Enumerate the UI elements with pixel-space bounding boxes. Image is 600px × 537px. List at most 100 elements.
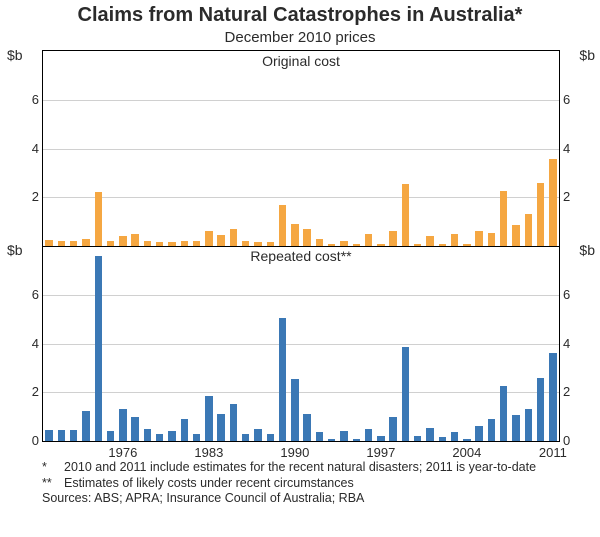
bar-repeated: [193, 434, 200, 441]
panel-title-repeated: Repeated cost**: [43, 248, 559, 264]
y-unit-left: $b: [7, 242, 23, 258]
bar-repeated: [389, 417, 396, 441]
bar-repeated: [303, 414, 310, 441]
bar-original: [500, 191, 507, 246]
bar-repeated: [119, 409, 126, 441]
y-unit-right: $b: [579, 242, 595, 258]
bar-repeated: [365, 429, 372, 441]
bar-repeated: [439, 437, 446, 441]
xtick: 1976: [108, 445, 137, 460]
sources-line: Sources: ABS; APRA; Insurance Council of…: [42, 491, 558, 507]
bar-original: [131, 234, 138, 246]
bar-repeated: [463, 439, 470, 441]
ytick-left: 6: [19, 92, 39, 107]
bar-original: [365, 234, 372, 246]
bar-repeated: [402, 347, 409, 441]
ytick-left: 6: [19, 287, 39, 302]
ytick-left: 2: [19, 189, 39, 204]
footnote-row: **Estimates of likely costs under recent…: [42, 476, 558, 492]
bar-repeated: [217, 414, 224, 441]
bar-repeated: [537, 378, 544, 441]
gridline: [43, 197, 559, 198]
bar-original: [537, 183, 544, 246]
ytick-right: 2: [563, 384, 583, 399]
chart-subtitle: December 2010 prices: [0, 29, 600, 46]
bar-repeated: [488, 419, 495, 441]
bar-repeated: [451, 432, 458, 441]
ytick-right: 4: [563, 141, 583, 156]
bar-original: [525, 214, 532, 246]
bar-repeated: [267, 434, 274, 441]
gridline: [43, 344, 559, 345]
ytick-right: 6: [563, 287, 583, 302]
footnote-marker: *: [42, 460, 64, 476]
y-unit-right: $b: [579, 47, 595, 63]
bar-repeated: [475, 426, 482, 441]
bar-original: [389, 231, 396, 246]
bar-repeated: [242, 434, 249, 441]
chart-title: Claims from Natural Catastrophes in Aust…: [0, 0, 600, 27]
panel-repeated-cost: Repeated cost** 00224466$b$b: [43, 246, 559, 441]
chart-container: Claims from Natural Catastrophes in Aust…: [0, 0, 600, 537]
footnotes: *2010 and 2011 include estimates for the…: [42, 460, 558, 507]
bar-original: [95, 192, 102, 246]
xtick: 1983: [194, 445, 223, 460]
gridline: [43, 392, 559, 393]
xtick: 2011: [539, 445, 567, 460]
y-unit-left: $b: [7, 47, 23, 63]
footnote-text: 2010 and 2011 include estimates for the …: [64, 460, 536, 476]
bar-repeated: [279, 318, 286, 441]
bar-original: [426, 236, 433, 246]
bar-original: [549, 159, 556, 246]
bar-repeated: [131, 417, 138, 441]
bar-repeated: [254, 429, 261, 441]
bar-repeated: [107, 431, 114, 441]
bar-repeated: [426, 428, 433, 441]
footnote-row: *2010 and 2011 include estimates for the…: [42, 460, 558, 476]
ytick-left: 0: [19, 433, 39, 448]
bar-repeated: [316, 432, 323, 441]
bar-repeated: [291, 379, 298, 441]
bar-original: [230, 229, 237, 246]
bar-original: [512, 225, 519, 246]
bar-repeated: [328, 439, 335, 441]
bar-original: [488, 233, 495, 246]
xtick: 2004: [452, 445, 481, 460]
footnote-text: Estimates of likely costs under recent c…: [64, 476, 354, 492]
bar-original: [82, 239, 89, 246]
xtick: 1997: [366, 445, 395, 460]
panel-original-cost: Original cost 224466$b$b: [43, 51, 559, 247]
panel-title-original: Original cost: [43, 53, 559, 69]
bar-original: [316, 239, 323, 246]
bar-repeated: [82, 411, 89, 441]
bar-repeated: [377, 436, 384, 441]
ytick-right: 6: [563, 92, 583, 107]
bar-repeated: [525, 409, 532, 441]
xtick: 1990: [280, 445, 309, 460]
bar-repeated: [230, 404, 237, 441]
bar-original: [475, 231, 482, 246]
ytick-left: 4: [19, 336, 39, 351]
bar-original: [217, 235, 224, 246]
bar-repeated: [549, 353, 556, 441]
bar-original: [291, 224, 298, 246]
bar-repeated: [58, 430, 65, 441]
gridline: [43, 149, 559, 150]
footnote-marker: **: [42, 476, 64, 492]
ytick-left: 4: [19, 141, 39, 156]
plot-area: Original cost 224466$b$b Repeated cost**…: [42, 50, 560, 442]
bar-repeated: [95, 256, 102, 441]
gridline: [43, 295, 559, 296]
bar-repeated: [181, 419, 188, 441]
bar-original: [303, 229, 310, 246]
bar-repeated: [500, 386, 507, 441]
bar-original: [279, 205, 286, 246]
bar-repeated: [353, 439, 360, 441]
bar-repeated: [205, 396, 212, 441]
bar-repeated: [45, 430, 52, 441]
bar-original: [402, 184, 409, 246]
bar-original: [119, 236, 126, 246]
ytick-left: 2: [19, 384, 39, 399]
bar-repeated: [156, 434, 163, 441]
bar-original: [205, 231, 212, 246]
